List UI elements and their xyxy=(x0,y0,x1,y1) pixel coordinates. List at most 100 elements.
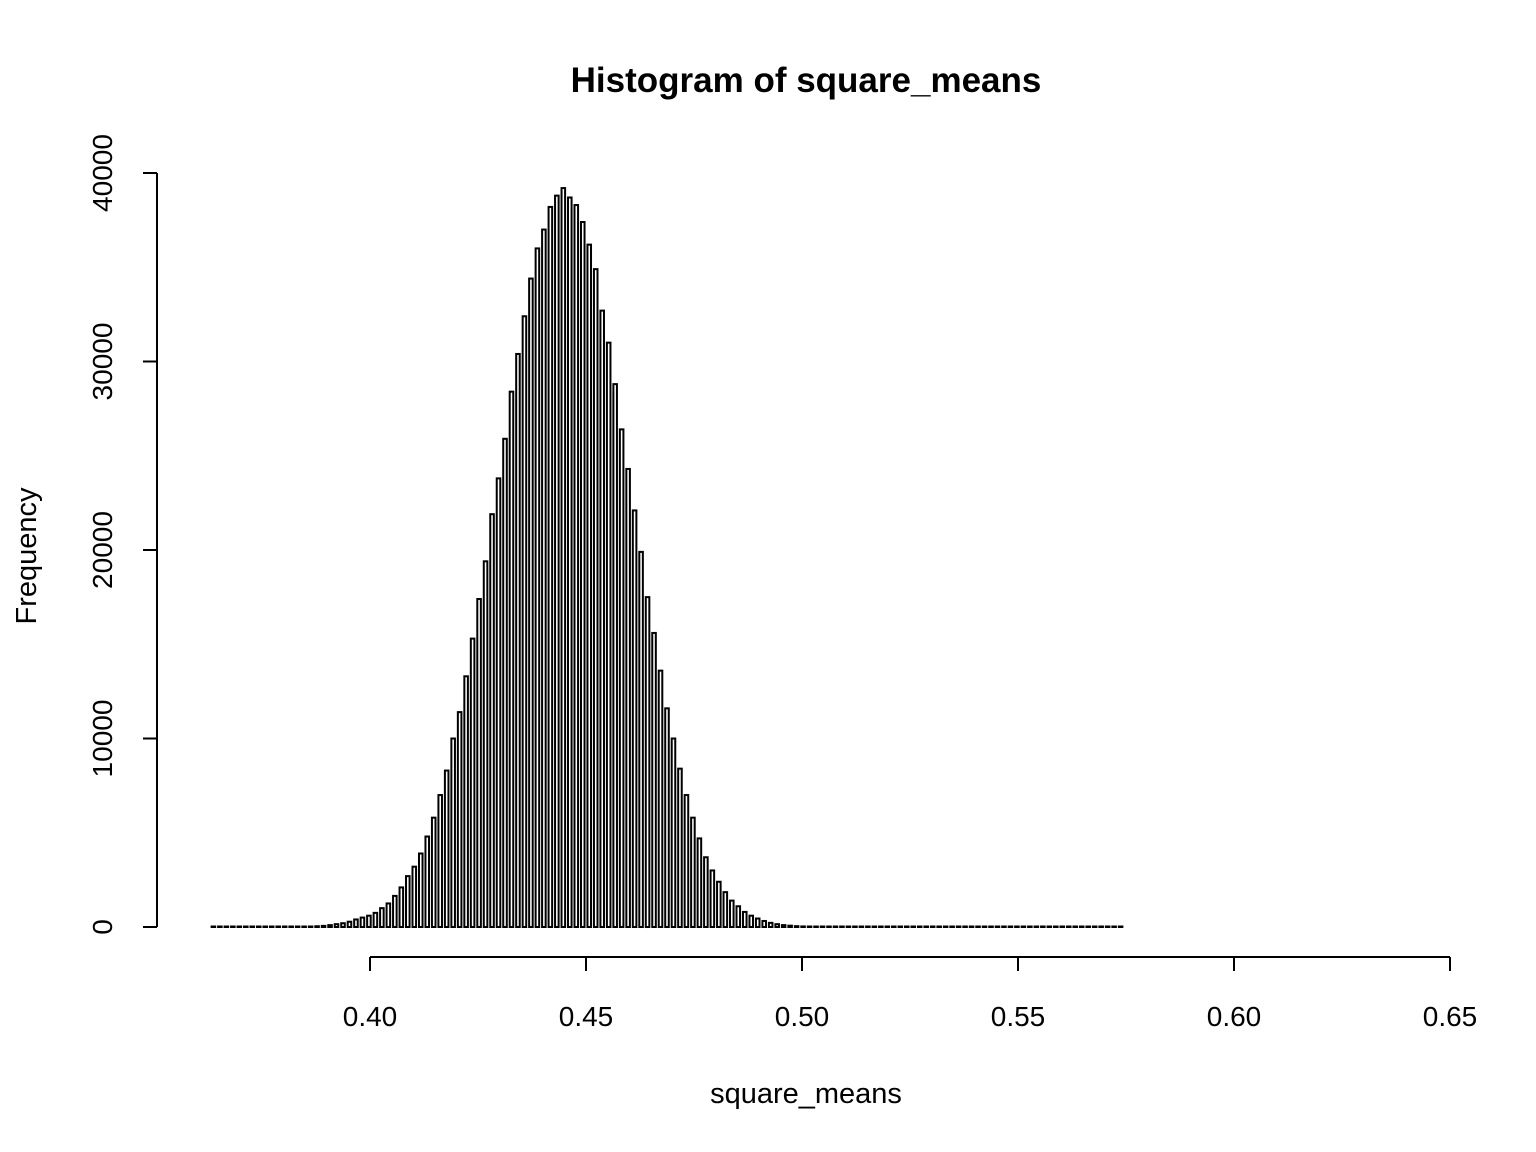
histogram-bar xyxy=(346,920,353,928)
histogram-bars xyxy=(210,187,1124,929)
histogram-bar xyxy=(243,925,249,928)
histogram-bar xyxy=(405,875,411,928)
histogram-bar xyxy=(372,911,379,928)
x-tick-label: 0.50 xyxy=(775,1001,830,1032)
histogram-bar xyxy=(709,869,716,929)
histogram-bar xyxy=(612,383,618,928)
histogram-bar xyxy=(644,596,651,929)
histogram-bar xyxy=(217,925,223,928)
histogram-bar xyxy=(482,560,489,928)
y-axis: 0 10000 20000 30000 40000 xyxy=(87,134,158,935)
histogram-bar xyxy=(294,925,301,928)
histogram-bar xyxy=(573,204,580,929)
histogram-bar xyxy=(605,341,612,928)
histogram-bar xyxy=(651,631,657,928)
histogram-bar xyxy=(469,637,476,928)
histogram-bar xyxy=(210,925,217,928)
histogram-bar xyxy=(456,711,463,928)
histogram-bar xyxy=(858,925,865,928)
histogram-bar xyxy=(942,925,949,928)
histogram-bar xyxy=(754,917,761,929)
histogram-bar xyxy=(1001,925,1007,928)
histogram-bar xyxy=(696,837,703,929)
x-tick-label: 0.40 xyxy=(343,1001,398,1032)
histogram-bar xyxy=(955,925,962,928)
histogram-bar xyxy=(793,925,800,929)
histogram-bar xyxy=(748,914,755,929)
histogram-bar xyxy=(968,925,975,928)
histogram-bar xyxy=(683,794,690,928)
histogram-bar xyxy=(255,925,262,928)
histogram-bar xyxy=(1111,925,1117,928)
histogram-bar xyxy=(599,309,605,928)
histogram-bar xyxy=(780,924,787,928)
histogram-bar xyxy=(729,899,735,928)
histogram-bar xyxy=(560,187,567,928)
x-tick-label: 0.55 xyxy=(991,1001,1046,1032)
histogram-bar xyxy=(534,247,541,928)
histogram-bar xyxy=(832,925,839,928)
histogram-bar xyxy=(314,925,320,928)
histogram-bar xyxy=(586,243,593,928)
histogram-bar xyxy=(443,769,450,928)
histogram-bar xyxy=(521,315,528,928)
histogram-bar xyxy=(281,925,288,928)
histogram-bar xyxy=(230,925,236,928)
histogram-bar xyxy=(677,767,683,928)
histogram-bar xyxy=(592,268,599,928)
histogram-bar xyxy=(320,924,327,928)
histogram-bar xyxy=(353,918,359,929)
chart-title: Histogram of square_means xyxy=(571,61,1042,100)
histogram-bar xyxy=(819,925,826,928)
histogram-bar xyxy=(722,891,729,929)
histogram-bar xyxy=(1072,925,1079,928)
histogram-bar xyxy=(1085,925,1091,928)
histogram-bar xyxy=(897,925,904,928)
histogram-bar xyxy=(476,598,482,928)
x-tick-label: 0.65 xyxy=(1423,1001,1478,1032)
histogram-bar xyxy=(1027,925,1033,928)
histogram-bar xyxy=(366,914,372,929)
histogram-bar xyxy=(417,852,424,928)
histogram-bar xyxy=(223,925,230,928)
histogram-bar xyxy=(437,794,443,928)
x-axis: 0.40 0.45 0.50 0.55 0.60 0.65 xyxy=(343,956,1478,1032)
histogram-bar xyxy=(761,919,767,928)
histogram-bar xyxy=(703,856,709,928)
histogram-bar xyxy=(1046,925,1053,928)
histogram-bar xyxy=(392,894,398,929)
histogram-bar xyxy=(1033,925,1040,928)
histogram-bar xyxy=(1059,925,1066,928)
histogram-bar xyxy=(1065,925,1072,928)
histogram-bar xyxy=(528,277,534,928)
histogram-bar xyxy=(670,737,677,928)
y-axis-label: Frequency xyxy=(11,487,43,625)
histogram-bar xyxy=(515,352,521,928)
histogram-bar xyxy=(333,923,340,928)
histogram-bar xyxy=(1104,925,1111,928)
histogram-bar xyxy=(839,925,845,928)
x-tick-label: 0.60 xyxy=(1207,1001,1262,1032)
histogram-bar xyxy=(327,924,333,928)
histogram-bar xyxy=(463,675,469,928)
y-tick-label: 40000 xyxy=(87,134,118,212)
histogram-bar xyxy=(495,477,502,928)
histogram-bar xyxy=(988,925,994,928)
histogram-bar xyxy=(398,886,405,928)
histogram-bar xyxy=(268,925,275,928)
histogram-bar xyxy=(767,921,774,928)
histogram-bar xyxy=(625,467,631,928)
histogram-bar xyxy=(865,925,871,928)
histogram-bar xyxy=(618,428,625,928)
histogram-bar xyxy=(800,925,806,928)
histogram-bar xyxy=(1053,925,1059,928)
histogram-bar xyxy=(340,922,346,928)
histogram-bar xyxy=(884,925,891,928)
histogram-bar xyxy=(910,925,917,928)
histogram-bar xyxy=(307,925,314,928)
histogram-bar xyxy=(379,907,385,929)
histogram-bar xyxy=(852,925,858,928)
histogram-bar xyxy=(1117,925,1124,928)
histogram-bar xyxy=(262,925,269,928)
histogram-bar xyxy=(411,865,418,928)
